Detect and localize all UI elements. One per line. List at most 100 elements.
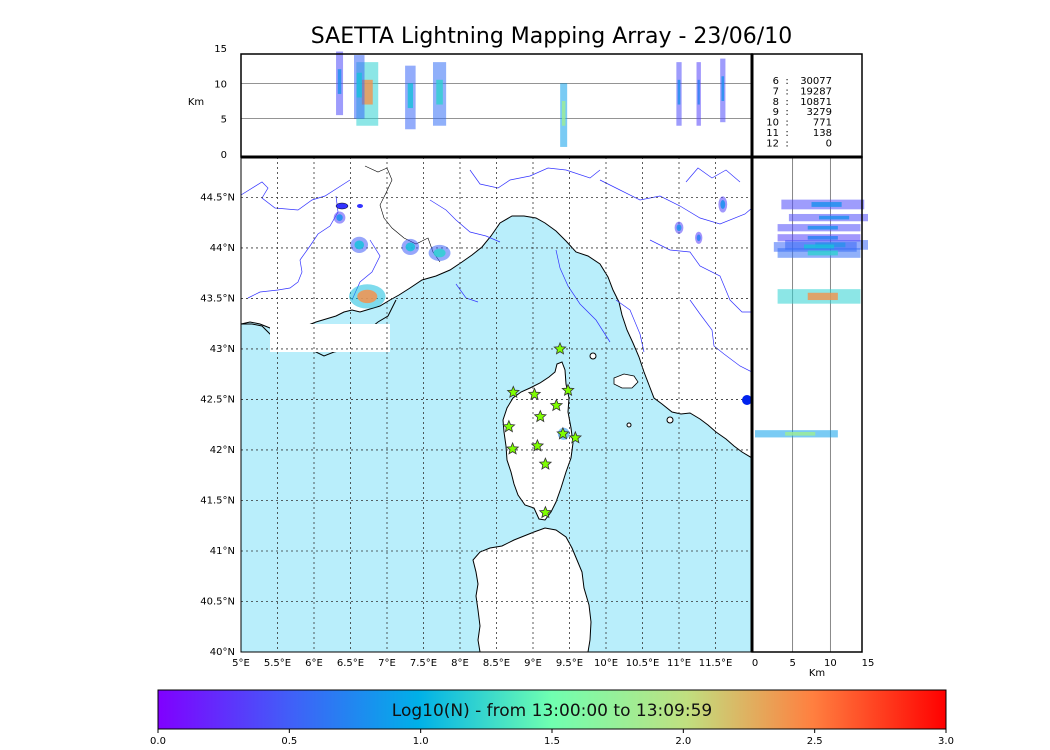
lon-tick-label: 11°E [667,658,691,669]
side-source-core [807,235,838,240]
side-source-core [811,202,842,207]
count-value: 3279 [807,107,832,118]
lon-tick-label: 11.5°E [699,658,733,669]
lat-tick-label: 41.5°N [200,495,235,506]
map-graticule [241,157,752,652]
side-source-core [807,250,838,256]
lon-tick-label: 9°E [524,658,542,669]
lightning-source-core [354,240,365,250]
station-star-icon [538,505,553,519]
station-star-icon [561,383,575,397]
side-tick-label: 5 [789,658,795,669]
lon-tick-label: 8°E [451,658,469,669]
colorbar-tick-label: 0.0 [150,736,166,747]
altitude-panel-bg [241,54,752,157]
altitude-tick-label: 0 [221,150,227,161]
lat-tick-label: 40.5°N [200,596,235,607]
lon-tick-label: 5.5°E [264,658,291,669]
count-value: 19287 [800,86,832,97]
side-source-core [803,244,835,250]
map-lightning-sources [333,196,728,440]
side-axis-ticks: 0 5 10 15 [752,658,875,669]
mainland-land [241,157,752,459]
count-colon: : [785,118,788,129]
side-tick-label: 0 [752,658,758,669]
count-key: 10 [766,118,779,129]
capraia-island [589,352,597,360]
count-value: 771 [813,118,832,129]
count-key: 12 [766,138,779,149]
station-star-icon [506,385,520,399]
count-value: 10871 [800,97,832,108]
lake-small [357,204,363,208]
colorbar-gradient [157,689,947,730]
counts-box: 6: 30077 7: 19287 8: 10871 9: 3279 10: 771 11: 138 1… [751,53,863,158]
lat-tick-label: 44.5°N [200,192,235,203]
altitude-tick-label: 10 [214,79,227,90]
station-star-icon [556,426,570,440]
altitude-source-core [436,79,443,105]
colorbar-tick-label: 0.5 [281,736,297,747]
count-value: 30077 [800,76,832,87]
side-tick-label: 15 [862,658,875,669]
station-star-icon [533,409,547,423]
altitude-source-core [361,79,373,105]
altitude-axis-ticks: 0 5 10 15 [214,44,227,161]
count-colon: : [785,86,788,97]
colorbar-tick-label: 1.5 [544,736,560,747]
altitude-panel: 0 5 10 15 Km [188,44,753,161]
side-source-core [819,215,850,220]
counts-table: 6: 30077 7: 19287 8: 10871 9: 3279 10: 771 11: 138 1… [766,76,832,149]
altitude-source-core [697,79,700,105]
station-star-icon [568,430,582,444]
station-star-icon [549,398,564,412]
count-key: 6 [773,76,779,87]
count-key: 9 [773,107,779,118]
count-colon: : [785,97,788,108]
lightning-source-core [696,234,701,242]
count-key: 11 [766,128,779,139]
altitude-source-core [561,101,566,126]
station-star-icon [538,457,553,470]
altitude-tick-label: 15 [214,44,227,55]
altitude-grid [241,82,752,120]
lon-tick-label: 7.5°E [410,658,437,669]
map-panel: 5°E 5.5°E 6°E 6.5°E 7°E 7.5°E 8°E 8.5°E 9°E 9.5°E… [200,156,753,669]
station-star-icon [505,441,520,455]
count-key: 8 [773,97,779,108]
station-star-icon [530,438,545,452]
lon-tick-label: 7°E [378,658,396,669]
lake-geneva [335,202,349,210]
lightning-source-core [357,289,378,304]
lightning-source-core [405,242,416,252]
altitude-lightning-sources [336,51,726,147]
count-colon: : [785,107,788,118]
altitude-tick-label: 5 [221,115,227,126]
lon-tick-label: 9.5°E [556,658,583,669]
lon-tick-label: 10.5°E [626,658,660,669]
side-source-core [785,431,816,436]
colorbar-tick-label: 1.0 [413,736,429,747]
lat-tick-label: 42.5°N [200,394,235,405]
lat-tick-label: 43°N [210,344,235,355]
station-star-icon [527,387,542,401]
side-source-core [807,292,838,301]
giglio-island [666,416,674,424]
colorbar-label: Log10(N) - from 13:00:00 to 13:09:59 [391,701,713,721]
altitude-source-core [677,79,681,105]
lat-tick-label: 44°N [210,243,235,254]
lightning-source-core [336,214,343,221]
colorbar-tick-label: 2.5 [807,736,823,747]
lat-tick-label: 40°N [210,647,235,658]
altitude-axis-label: Km [188,97,204,108]
lat-tick-label: 42°N [210,445,235,456]
station-star-icon [502,419,516,433]
station-star-icon [553,341,567,355]
map-axis-ticks: 5°E 5.5°E 6°E 6.5°E 7°E 7.5°E 8°E 8.5°E 9°E 9.5°E… [200,192,732,669]
count-value: 0 [826,138,832,149]
side-lightning-sources [755,199,868,438]
chart-title: SAETTA Lightning Mapping Array - 23/06/1… [310,24,793,49]
altitude-source-core [721,76,725,101]
altitude-source-core [407,83,413,109]
